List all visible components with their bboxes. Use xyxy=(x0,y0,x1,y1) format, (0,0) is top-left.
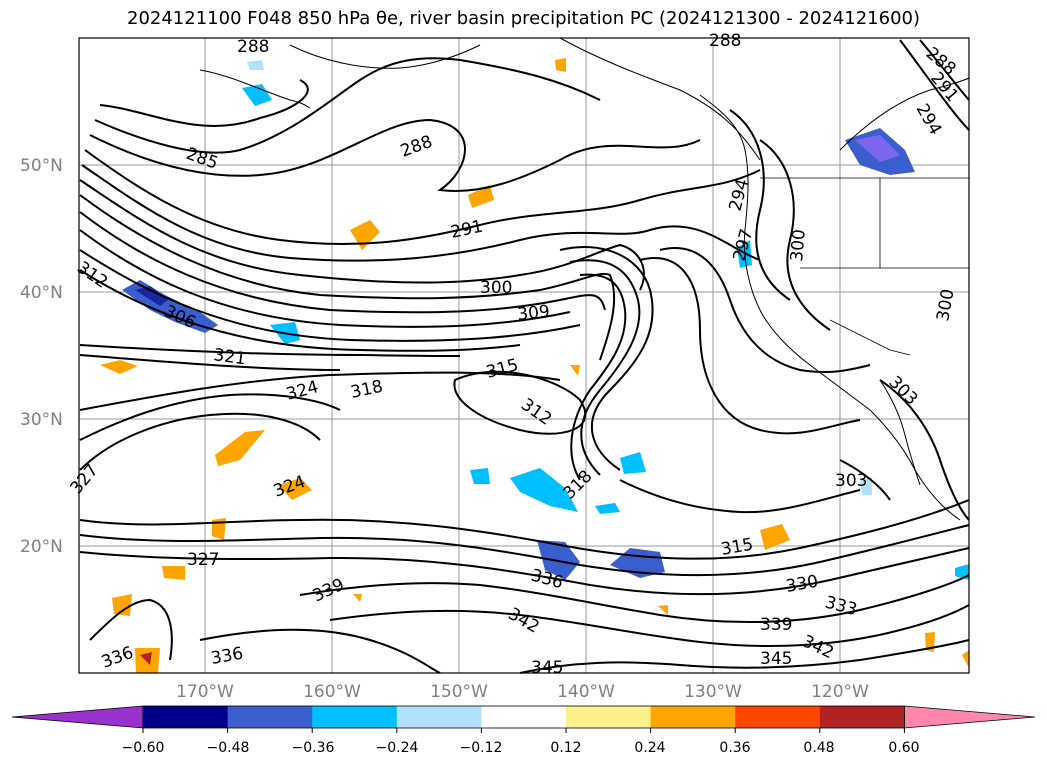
lon-label: 150°W xyxy=(430,682,488,702)
colorbar-tick-label: −0.24 xyxy=(376,740,419,756)
political-borders xyxy=(760,177,969,356)
contour-label: 321 xyxy=(212,345,247,369)
latitude-labels: 50°N 40°N 30°N 20°N xyxy=(20,156,63,557)
colorbar-tick-label: −0.48 xyxy=(207,740,250,756)
colorbar-tick-label: 0.24 xyxy=(634,740,665,756)
contour-label: 288 xyxy=(709,31,741,51)
contour-label: 300 xyxy=(480,278,512,298)
longitude-labels: 170°W 160°W 150°W 140°W 130°W 120°W xyxy=(176,682,869,702)
lat-label: 40°N xyxy=(20,283,63,303)
lat-label: 20°N xyxy=(20,537,63,557)
contour-label: 288 xyxy=(237,37,269,57)
colorbar-tick-label: 0.12 xyxy=(550,740,581,756)
contour-label: 345 xyxy=(531,658,563,678)
colorbar-swatch xyxy=(566,706,652,728)
colorbar-swatch xyxy=(312,706,398,728)
colorbar-swatch xyxy=(227,706,313,728)
theta-e-contours xyxy=(79,39,970,674)
lon-label: 120°W xyxy=(811,682,869,702)
colorbar-swatch xyxy=(650,706,736,728)
lon-label: 130°W xyxy=(684,682,742,702)
map-background xyxy=(79,38,969,673)
colorbar-ticks: −0.60 −0.48 −0.36 −0.24 −0.12 0.12 0.24 … xyxy=(122,740,920,756)
contour-label: 339 xyxy=(760,615,792,635)
colorbar-over-extend xyxy=(904,705,1036,729)
colorbar-swatch xyxy=(819,706,905,728)
lon-label: 160°W xyxy=(303,682,361,702)
contour-label: 345 xyxy=(760,649,792,669)
colorbar-tick-label: −0.36 xyxy=(292,740,335,756)
colorbar-tick-label: 0.48 xyxy=(803,740,834,756)
contour-label: 303 xyxy=(835,471,867,491)
colorbar-swatch xyxy=(396,706,482,728)
colorbar xyxy=(11,705,1036,733)
colorbar-swatch xyxy=(143,706,229,728)
lat-label: 30°N xyxy=(20,410,63,430)
contour-label: 309 xyxy=(516,302,550,325)
coastlines xyxy=(199,37,970,521)
colorbar-tick-label: 0.60 xyxy=(888,740,919,756)
contour-label: 327 xyxy=(187,550,219,570)
colorbar-outline xyxy=(142,705,905,729)
map-frame xyxy=(78,37,970,674)
colorbar-tick-label: −0.12 xyxy=(460,740,503,756)
map-title: 2024121100 F048 850 hPa θe, river basin … xyxy=(127,8,920,29)
lon-label: 140°W xyxy=(557,682,615,702)
lon-label: 170°W xyxy=(176,682,234,702)
lat-label: 50°N xyxy=(20,156,63,176)
colorbar-swatch xyxy=(735,706,821,728)
colorbar-tick-label: 0.36 xyxy=(719,740,750,756)
colorbar-tick-label: −0.60 xyxy=(122,740,165,756)
colorbar-under-extend xyxy=(11,705,144,729)
colorbar-swatch xyxy=(481,706,567,728)
contour-label: 300 xyxy=(787,228,810,262)
